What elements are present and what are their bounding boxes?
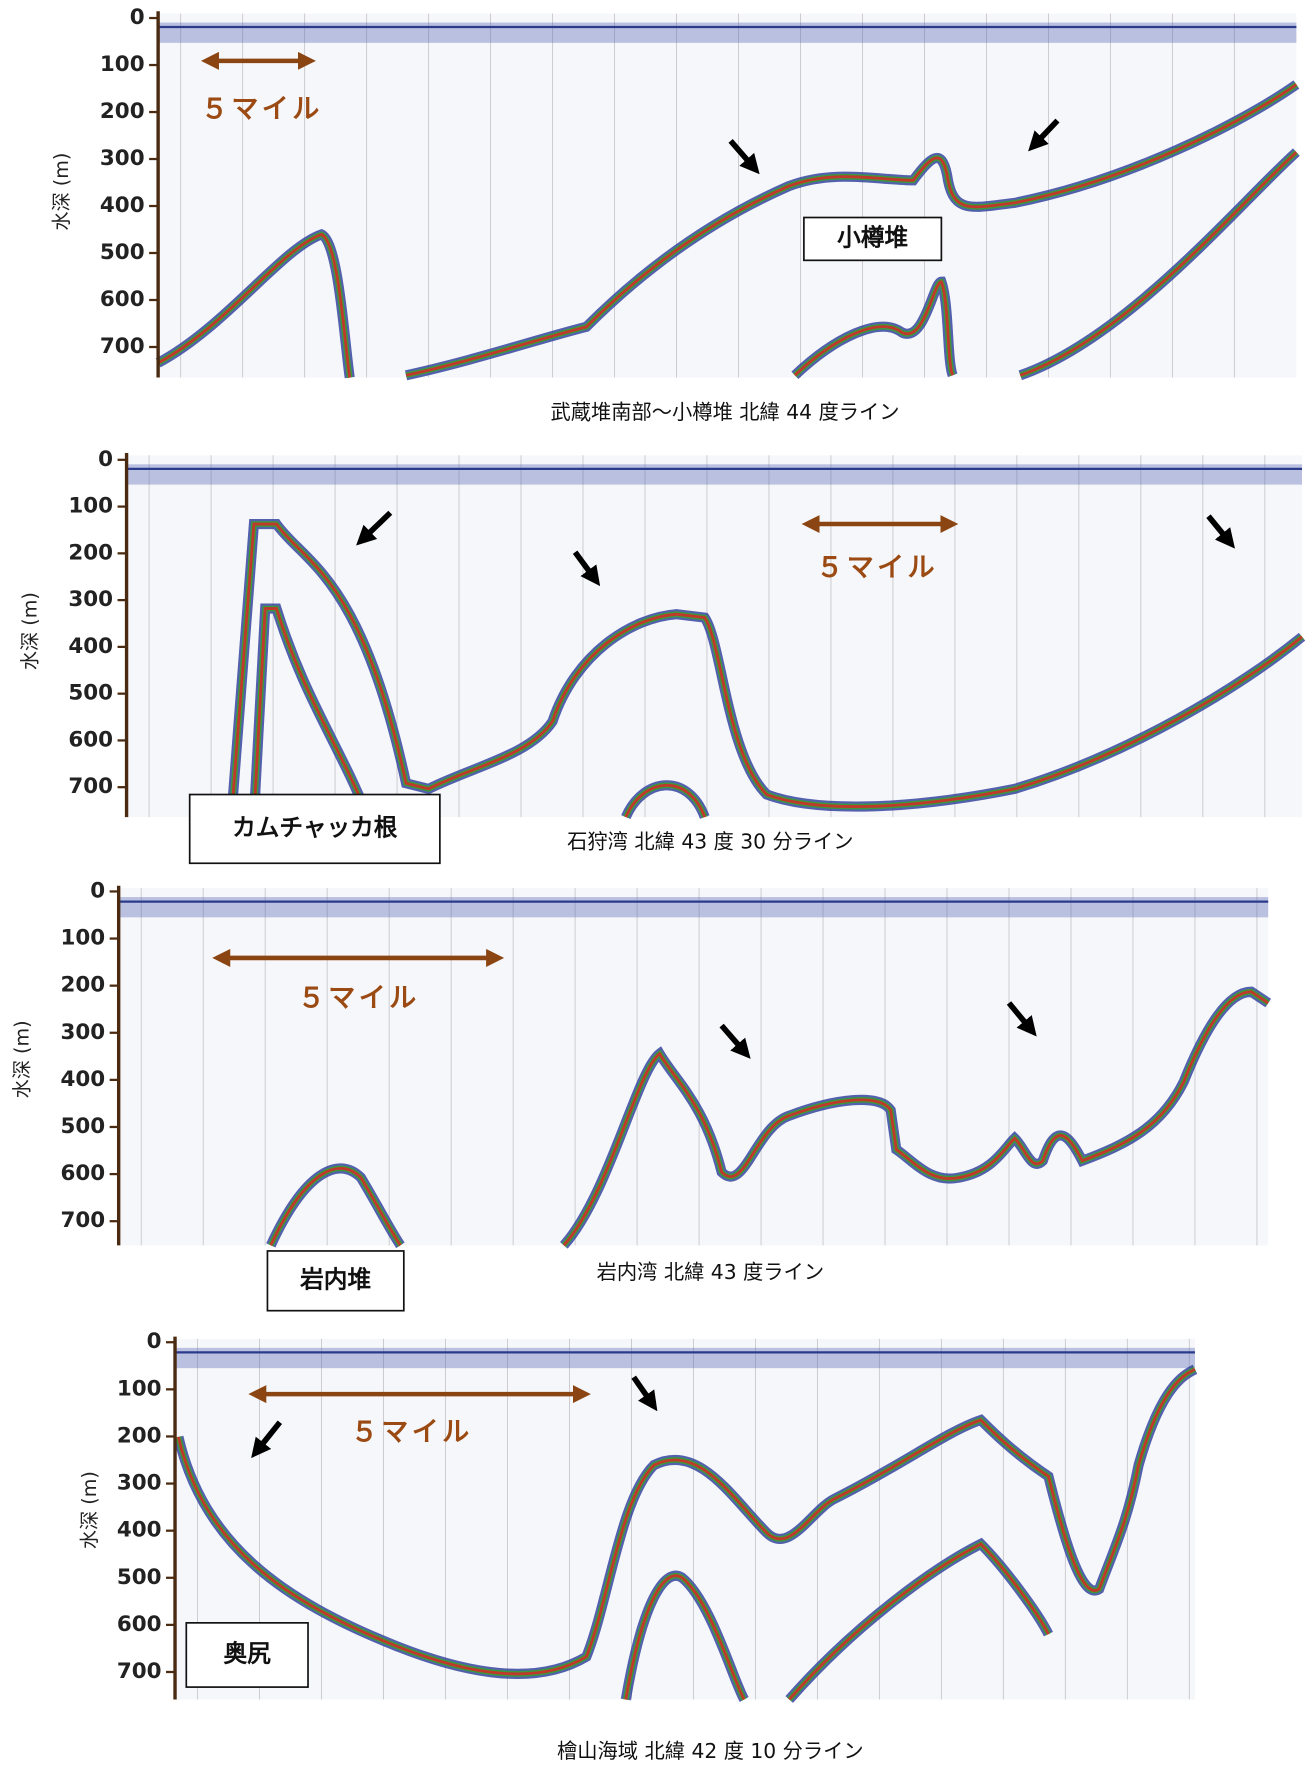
y-tick-label: 700: [68, 774, 113, 799]
y-tick-label: 300: [60, 1020, 105, 1045]
y-tick-label: 0: [98, 447, 113, 472]
page: {"panels": [ {"ylabel": "水深 (m)", "ytick…: [0, 0, 1308, 1775]
scale-label: ５マイル: [816, 553, 938, 584]
panel-caption: 檜山海域 北緯 42 度 10 分ライン: [557, 1739, 864, 1763]
scale-label: ５マイル: [201, 94, 323, 125]
y-tick-label: 500: [100, 240, 145, 265]
y-tick-label: 700: [60, 1208, 105, 1233]
panel-caption: 石狩湾 北緯 43 度 30 分ライン: [567, 829, 853, 853]
y-tick-label: 200: [117, 1423, 162, 1448]
y-tick-label: 500: [68, 681, 113, 706]
y-tick-label: 500: [117, 1565, 162, 1590]
y-tick-label: 400: [60, 1067, 105, 1092]
y-axis-label: 水深 (m): [10, 1020, 33, 1098]
y-tick-label: 300: [68, 587, 113, 612]
y-tick-label: 100: [117, 1376, 162, 1401]
y-tick-label: 600: [117, 1612, 162, 1637]
y-tick-label: 300: [100, 146, 145, 171]
surface-band: [119, 897, 1269, 917]
y-tick-label: 200: [60, 973, 105, 998]
y-tick-label: 200: [68, 540, 113, 565]
y-tick-label: 300: [117, 1471, 162, 1496]
y-tick-label: 0: [130, 5, 145, 30]
y-tick-label: 100: [100, 52, 145, 77]
y-tick-label: 600: [60, 1161, 105, 1186]
y-tick-label: 400: [117, 1518, 162, 1543]
place-label: 岩内堆: [299, 1265, 371, 1293]
place-label: カムチャッカ根: [232, 813, 398, 841]
scale-label: ５マイル: [298, 983, 420, 1014]
y-tick-label: 600: [100, 287, 145, 312]
echogram-background: [158, 14, 1296, 378]
y-tick-label: 700: [100, 334, 145, 359]
y-tick-label: 200: [100, 99, 145, 124]
panel-caption: 岩内湾 北緯 43 度ライン: [597, 1260, 825, 1284]
y-tick-label: 100: [68, 494, 113, 519]
y-tick-label: 0: [90, 878, 105, 903]
place-label: 奥尻: [223, 1639, 271, 1667]
y-tick-label: 500: [60, 1114, 105, 1139]
y-tick-label: 600: [68, 727, 113, 752]
surface-band: [158, 23, 1296, 43]
panel-caption: 武蔵堆南部～小樽堆 北緯 44 度ライン: [550, 400, 899, 424]
y-tick-label: 0: [147, 1329, 162, 1354]
y-tick-label: 400: [100, 193, 145, 218]
surface-band: [175, 1348, 1195, 1368]
y-tick-label: 400: [68, 634, 113, 659]
surface-band: [127, 464, 1302, 484]
echogram-panel: 0 100 200 300 400 500 600 700 水深 (m) ５マイル小樽堆武蔵堆南部…: [50, 5, 1297, 424]
y-tick-label: 700: [117, 1659, 162, 1684]
y-axis-label: 水深 (m): [78, 1471, 101, 1549]
echogram-panel: 0 100 200 300 400 500 600 700 水深 (m) ５マイルカムチャッカ根石…: [18, 447, 1302, 863]
figure: 0100200300400500600700水深 (m)５マイル小樽堆武蔵堆南部…: [0, 0, 1308, 1775]
y-tick-label: 100: [60, 926, 105, 951]
y-axis-label: 水深 (m): [50, 153, 73, 231]
scale-label: ５マイル: [351, 1417, 473, 1448]
y-axis-label: 水深 (m): [18, 592, 41, 670]
echogram-background: [119, 888, 1269, 1245]
place-label: 小樽堆: [837, 223, 908, 251]
